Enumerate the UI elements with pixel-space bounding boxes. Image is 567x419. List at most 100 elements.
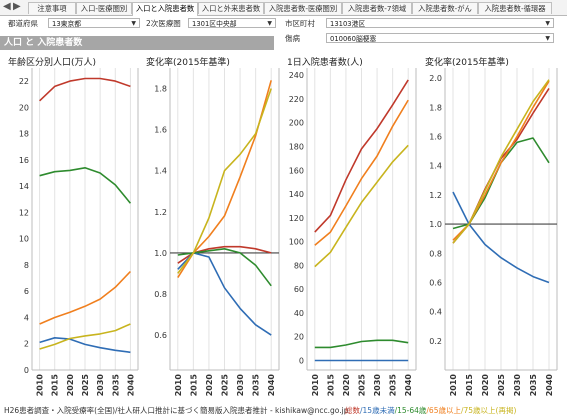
y-tick-label: 240 bbox=[289, 71, 304, 80]
x-tick-label: 2015 bbox=[51, 374, 60, 397]
series-line bbox=[39, 77, 131, 102]
series-line bbox=[314, 339, 409, 349]
series-line bbox=[177, 88, 272, 274]
x-tick-label: 2025 bbox=[358, 374, 367, 397]
city-label: 市区町村 bbox=[285, 19, 315, 28]
y-tick-label: 1.6 bbox=[429, 133, 442, 142]
y-tick-label: 1.8 bbox=[429, 103, 442, 112]
city-select[interactable]: 13103港区 ▼ bbox=[326, 18, 554, 28]
y-tick-label: 20 bbox=[19, 103, 29, 112]
chevron-down-icon: ▼ bbox=[267, 20, 272, 27]
y-tick-label: 12 bbox=[19, 208, 29, 217]
y-tick-label: 0.6 bbox=[154, 331, 167, 340]
disease-value: 010060脳梗塞 bbox=[330, 35, 377, 43]
legend-item-over65: /65歳以上 bbox=[426, 406, 461, 415]
y-tick-label: 14 bbox=[19, 182, 29, 191]
x-tick-label: 2020 bbox=[66, 374, 75, 397]
y-tick-label: 18 bbox=[19, 130, 29, 139]
chart-title-population: 年齢区分別人口(万人) bbox=[8, 58, 97, 68]
y-tick-label: 100 bbox=[289, 238, 304, 247]
y-tick-label: 0.4 bbox=[429, 308, 442, 317]
tab-notes[interactable]: 注意事項 bbox=[28, 2, 76, 14]
section-header: 人口 と 入院患者数 bbox=[0, 36, 274, 50]
y-tick-label: 6 bbox=[24, 287, 29, 296]
x-tick-label: 2010 bbox=[449, 374, 458, 397]
series-line bbox=[314, 79, 409, 233]
x-tick-label: 2040 bbox=[126, 374, 135, 397]
x-tick-label: 2010 bbox=[36, 374, 45, 397]
y-tick-label: 2 bbox=[24, 340, 29, 349]
tab-inpatients-cancer[interactable]: 入院患者数-がん bbox=[412, 2, 478, 14]
series-line bbox=[39, 336, 131, 354]
x-tick-label: 2020 bbox=[342, 374, 351, 397]
tab-scroll-left-icon[interactable]: ◀ bbox=[3, 1, 11, 12]
y-tick-label: 0 bbox=[299, 356, 304, 365]
chevron-down-icon: ▼ bbox=[545, 35, 550, 42]
prefecture-select[interactable]: 13東京都 ▼ bbox=[48, 18, 140, 28]
y-tick-label: 0.8 bbox=[429, 249, 442, 258]
series-line bbox=[452, 79, 550, 244]
area2-select[interactable]: 1301区中央部 ▼ bbox=[188, 18, 276, 28]
area2-value: 1301区中央部 bbox=[192, 20, 237, 28]
y-tick-label: 220 bbox=[289, 95, 304, 104]
area2-label: 2次医療圏 bbox=[146, 19, 181, 28]
x-tick-label: 2010 bbox=[174, 374, 183, 397]
y-tick-label: 4 bbox=[24, 313, 29, 322]
y-tick-label: 1.0 bbox=[429, 220, 442, 229]
x-tick-label: 2035 bbox=[111, 374, 120, 397]
y-tick-label: 80 bbox=[294, 261, 304, 270]
chart-title-population-change: 変化率(2015年基準) bbox=[146, 58, 230, 68]
city-value: 13103港区 bbox=[330, 20, 366, 28]
y-tick-label: 0.8 bbox=[154, 290, 167, 299]
x-tick-label: 2040 bbox=[545, 374, 554, 397]
sheet-tab-bar: ◀ ▶ 注意事項 入口-医療圏別 入口と入院患者数 入口と外来患者数 入院患者数… bbox=[0, 0, 567, 16]
footer-source: H26患者調査・入院受療率(全国)/社人研人口推計に基づく簡易版入院患者推計 -… bbox=[4, 406, 349, 415]
x-tick-label: 2025 bbox=[81, 374, 90, 397]
prefecture-label: 都道府県 bbox=[8, 19, 38, 28]
x-tick-label: 2040 bbox=[404, 374, 413, 397]
y-tick-label: 160 bbox=[289, 166, 304, 175]
tab-inpatients-by-area[interactable]: 入院患者数-医療圏別 bbox=[264, 2, 342, 14]
x-tick-label: 2015 bbox=[189, 374, 198, 397]
y-tick-label: 40 bbox=[294, 309, 304, 318]
series-line bbox=[39, 167, 132, 204]
disease-label: 傷病 bbox=[285, 34, 300, 43]
tab-inpatients-7-domains[interactable]: 入院患者数-7領域 bbox=[342, 2, 412, 14]
series-line bbox=[314, 144, 409, 268]
y-tick-label: 140 bbox=[289, 190, 304, 199]
y-tick-label: 1.2 bbox=[429, 191, 442, 200]
x-tick-label: 2030 bbox=[236, 374, 245, 397]
tab-population-outpatients[interactable]: 入口と外来患者数 bbox=[198, 2, 264, 14]
y-tick-label: 180 bbox=[289, 142, 304, 151]
y-tick-label: 0.6 bbox=[429, 278, 442, 287]
y-tick-label: 1.2 bbox=[154, 208, 167, 217]
x-tick-label: 2030 bbox=[96, 374, 105, 397]
y-tick-label: 2.0 bbox=[429, 74, 442, 83]
disease-select[interactable]: 010060脳梗塞 ▼ bbox=[326, 33, 554, 43]
tab-population-by-area[interactable]: 入口-医療圏別 bbox=[76, 2, 132, 14]
y-tick-label: 1.4 bbox=[429, 162, 442, 171]
chart-title-inpatients-change: 変化率(2015年基準) bbox=[425, 58, 509, 68]
legend-item-under15: /15歳未満 bbox=[360, 406, 395, 415]
y-tick-label: 1.6 bbox=[154, 126, 167, 135]
y-tick-label: 1.8 bbox=[154, 85, 167, 94]
y-tick-label: 22 bbox=[19, 77, 29, 86]
y-tick-label: 8 bbox=[24, 261, 29, 270]
x-tick-label: 2020 bbox=[481, 374, 490, 397]
legend-item-15-64: /15-64歳 bbox=[394, 406, 427, 415]
chart-title-inpatients: 1日入院患者数(人) bbox=[287, 58, 363, 68]
x-tick-label: 2030 bbox=[373, 374, 382, 397]
y-tick-label: 20 bbox=[294, 333, 304, 342]
y-tick-label: 1.0 bbox=[154, 249, 167, 258]
y-tick-label: 16 bbox=[19, 156, 29, 165]
prefecture-value: 13東京都 bbox=[52, 20, 82, 28]
legend: 総数/15歳未満/15-64歳/65歳以上/75歳以上(再掲) bbox=[345, 405, 516, 416]
tab-population-inpatients[interactable]: 入口と入院患者数 bbox=[132, 2, 198, 16]
x-tick-label: 2020 bbox=[205, 374, 214, 397]
tab-scroll-right-icon[interactable]: ▶ bbox=[13, 1, 21, 12]
tab-inpatients-circulatory[interactable]: 入院患者数-循環器 bbox=[478, 2, 552, 14]
x-tick-label: 2035 bbox=[252, 374, 261, 397]
series-line bbox=[314, 99, 409, 246]
y-tick-label: 0 bbox=[24, 366, 29, 375]
